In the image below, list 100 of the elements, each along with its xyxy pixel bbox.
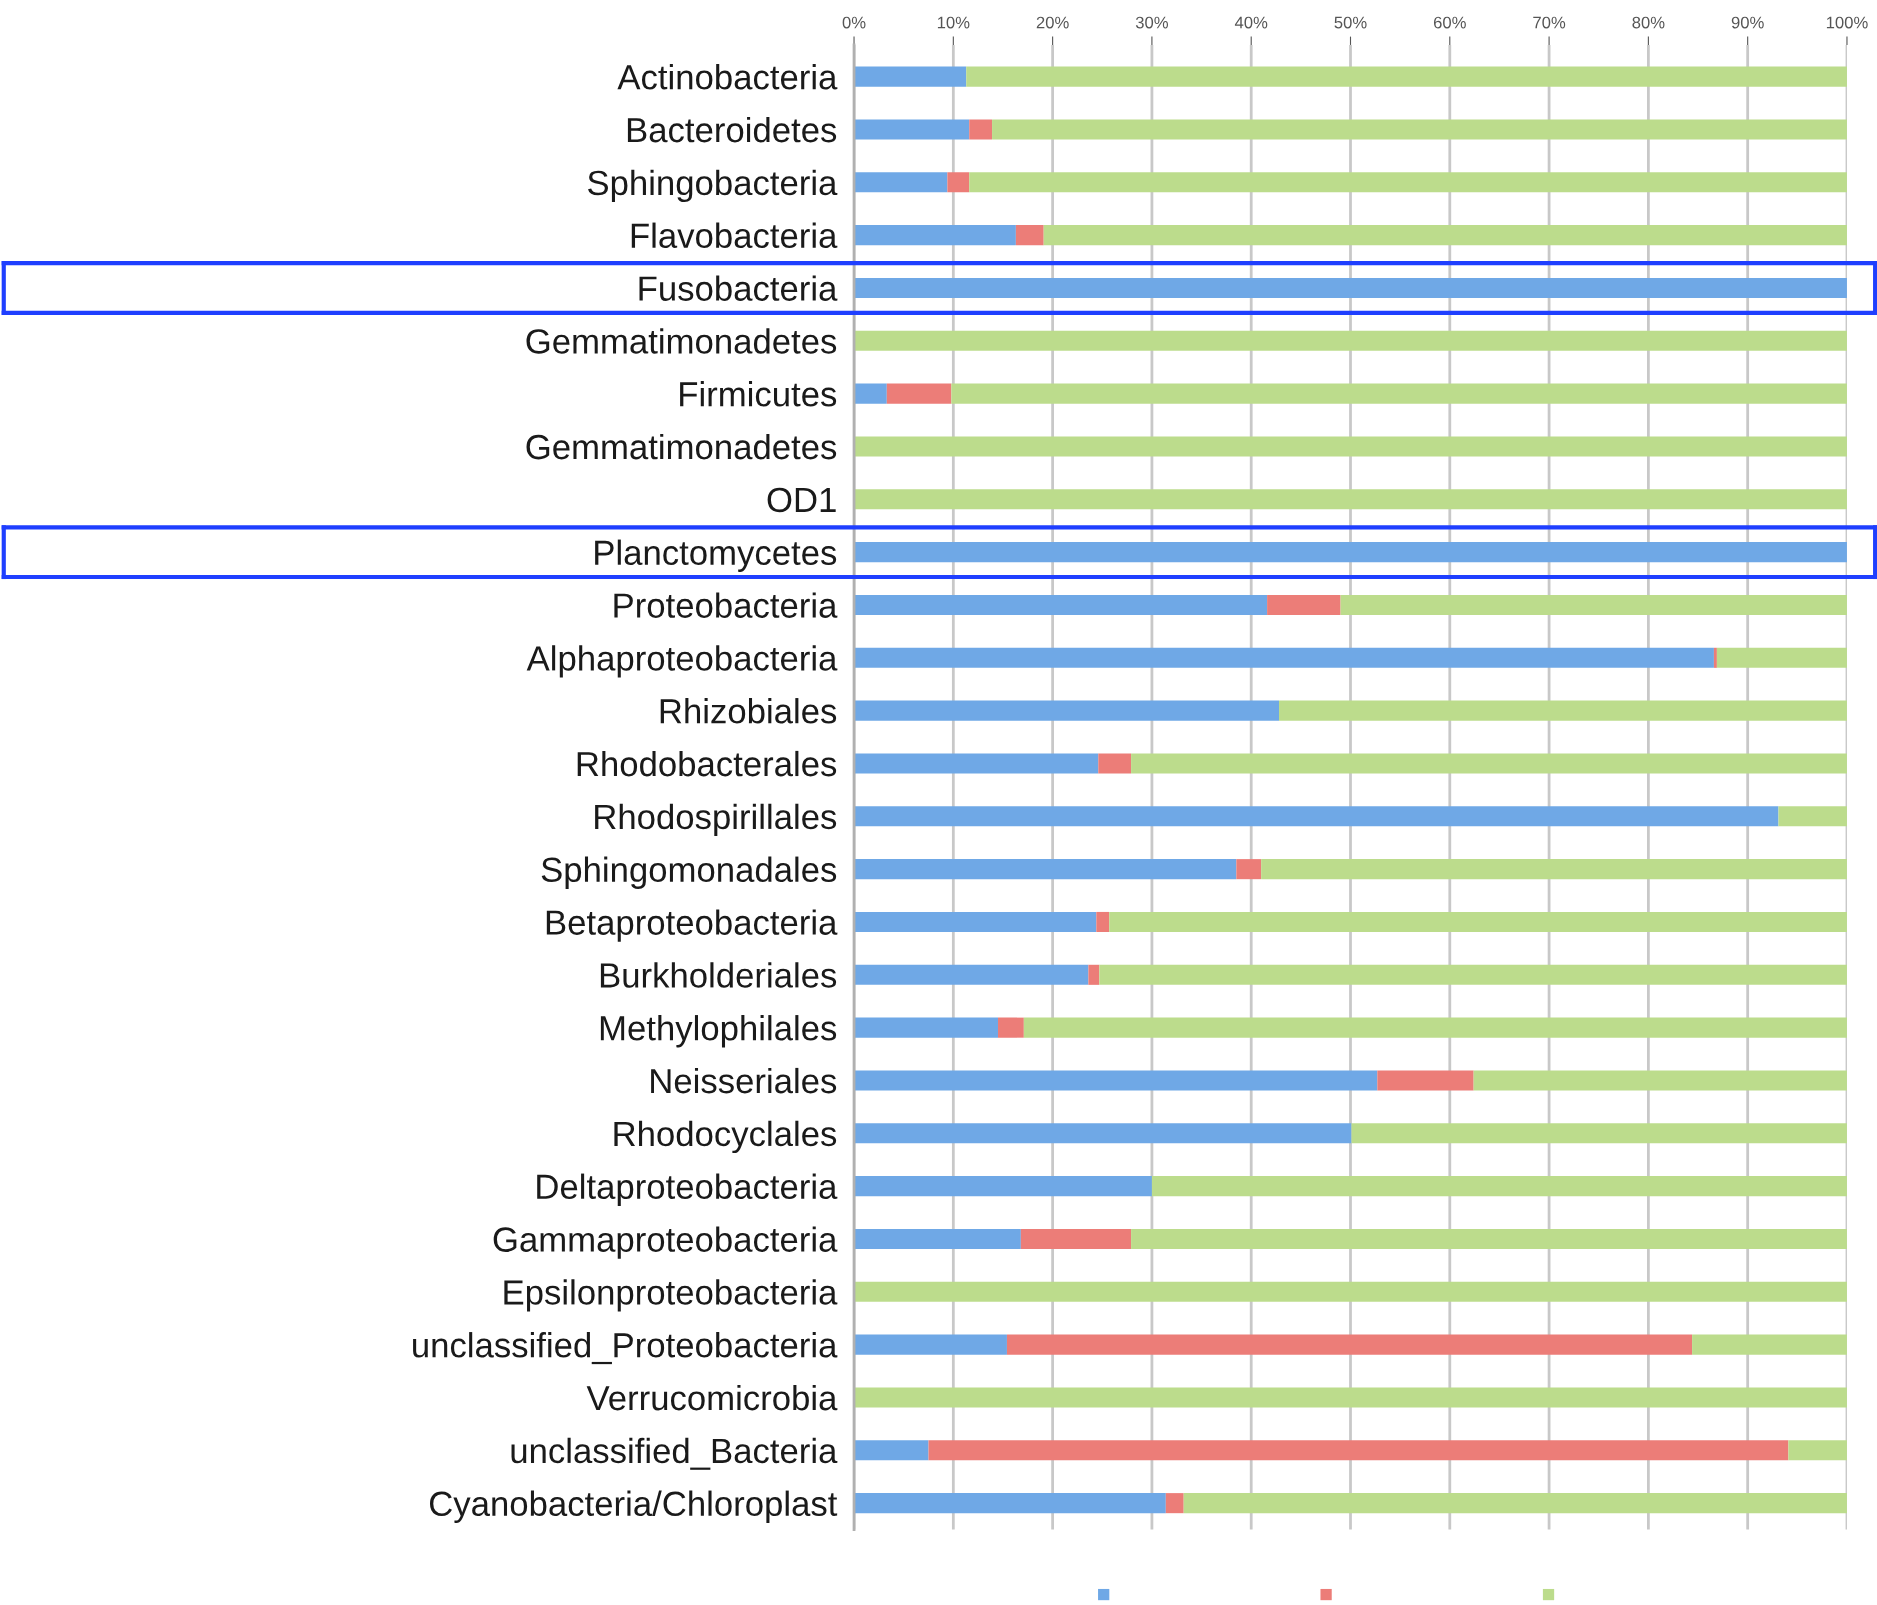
bar: [1023, 1017, 1847, 1038]
bar: [969, 172, 1847, 193]
bar: [854, 1070, 1378, 1091]
y-tick-label: Neisseriales: [651, 1067, 837, 1094]
bar: [854, 1281, 1847, 1302]
y-tick-label: Verrucomicrobia: [586, 1384, 838, 1411]
bar: [854, 436, 1847, 457]
x-tick-label: 60%: [1433, 16, 1466, 29]
x-tick-label: 40%: [1234, 16, 1268, 29]
bar: [1716, 647, 1847, 668]
bar: [1131, 753, 1847, 774]
bar: [1020, 1228, 1132, 1250]
bar: [854, 964, 1089, 985]
y-tick-label: Cyanobacteria/Chloroplast: [429, 1490, 838, 1523]
bar: [947, 172, 970, 193]
bar: [1692, 1334, 1847, 1355]
bar: [1351, 1123, 1847, 1144]
x-tick-label: 0%: [842, 16, 866, 29]
y-tick-label: Bacteroidetes: [627, 116, 837, 143]
bar: [1279, 700, 1847, 721]
bar: [854, 806, 1779, 827]
bar: [1151, 1176, 1847, 1197]
bar: [1098, 753, 1132, 774]
bar: [992, 119, 1847, 140]
bar: [969, 119, 993, 140]
y-tick-label: Sphingobacteria: [588, 169, 838, 203]
bar: [1109, 911, 1847, 933]
y-tick-label: Betaproteobacteria: [546, 909, 838, 942]
y-tick-label: Gammaproteobacteria: [493, 1226, 838, 1259]
y-tick-label: Rhodobacterales: [577, 750, 837, 777]
bar: [854, 1228, 1021, 1250]
y-tick-label: Firmicutes: [680, 381, 837, 407]
bar: [854, 1493, 1166, 1514]
y-tick-label: unclassified_Proteobacteria: [413, 1332, 838, 1365]
y-tick-label: Fusobacteria: [639, 275, 838, 301]
bar: [854, 542, 1847, 563]
bar: [1236, 859, 1262, 880]
y-tick-label: Burkholderiales: [600, 962, 837, 988]
y-tick-label: Rhodocyclales: [614, 1120, 837, 1154]
y-tick-label: Actinobacteria: [617, 64, 838, 90]
y-tick-label: Sphingomonadales: [541, 856, 837, 889]
bar: [854, 911, 1097, 933]
bar: [966, 66, 1847, 87]
bar: [1261, 859, 1847, 880]
x-tick-label: 80%: [1632, 16, 1665, 29]
x-tick-label: 100%: [1826, 16, 1868, 29]
bar: [1267, 594, 1341, 616]
y-tick-label: Alphaproteobacteria: [526, 645, 838, 678]
bar: [854, 383, 887, 404]
bar: [854, 700, 1280, 721]
x-tick-label: 70%: [1533, 16, 1566, 29]
y-tick-label: OD1: [767, 487, 836, 513]
x-tick-label: 50%: [1334, 16, 1367, 29]
bar: [886, 383, 952, 404]
bar: [854, 647, 1714, 668]
bar: [1340, 594, 1847, 616]
bar: [1006, 1334, 1693, 1355]
bar: [998, 1017, 1024, 1038]
y-tick-label: unclassified_Bacteria: [511, 1437, 838, 1470]
bar: [1788, 1440, 1847, 1461]
bar: [854, 1017, 999, 1038]
bar: [1377, 1070, 1474, 1091]
bar: [854, 1334, 1007, 1355]
bar: [854, 330, 1847, 351]
bar: [1183, 1493, 1847, 1514]
bar: [854, 1440, 929, 1461]
bar: [854, 277, 1847, 299]
bar: [1043, 225, 1847, 246]
bar: [1713, 647, 1717, 668]
y-tick-label: Flavobacteria: [631, 222, 838, 249]
x-tick-label: 90%: [1731, 16, 1764, 29]
y-tick-label: Rhodospirillales: [595, 803, 837, 837]
y-tick-label: Epsilonproteobacteria: [504, 1279, 838, 1312]
y-tick-label: Rhizobiales: [660, 698, 837, 724]
y-tick-label: Planctomycetes: [595, 539, 837, 572]
x-tick-label: 10%: [937, 16, 970, 29]
bar: [1165, 1493, 1184, 1514]
bar: [854, 119, 970, 140]
bar: [1131, 1228, 1847, 1250]
bar: [854, 172, 948, 193]
bar: [854, 753, 1099, 774]
bar: [854, 594, 1268, 616]
bar: [854, 1176, 1152, 1197]
bar: [928, 1440, 1789, 1461]
bar: [951, 383, 1847, 404]
x-tick-label: 20%: [1036, 16, 1069, 29]
bar: [854, 1387, 1847, 1408]
y-tick-label: Gemmatimonadetes: [526, 433, 837, 460]
y-tick-label: Gemmatimonadetes: [526, 328, 837, 354]
bar: [854, 859, 1237, 880]
bar: [1099, 964, 1847, 985]
bar: [1473, 1070, 1847, 1091]
bar: [854, 66, 967, 87]
x-tick-label: 30%: [1135, 16, 1168, 29]
bar: [854, 489, 1847, 510]
y-tick-label: Deltaproteobacteria: [537, 1173, 838, 1206]
y-tick-label: Methylophilales: [600, 1015, 837, 1048]
bar: [1096, 911, 1110, 933]
bar: [1088, 964, 1100, 985]
bar: [1778, 806, 1847, 827]
